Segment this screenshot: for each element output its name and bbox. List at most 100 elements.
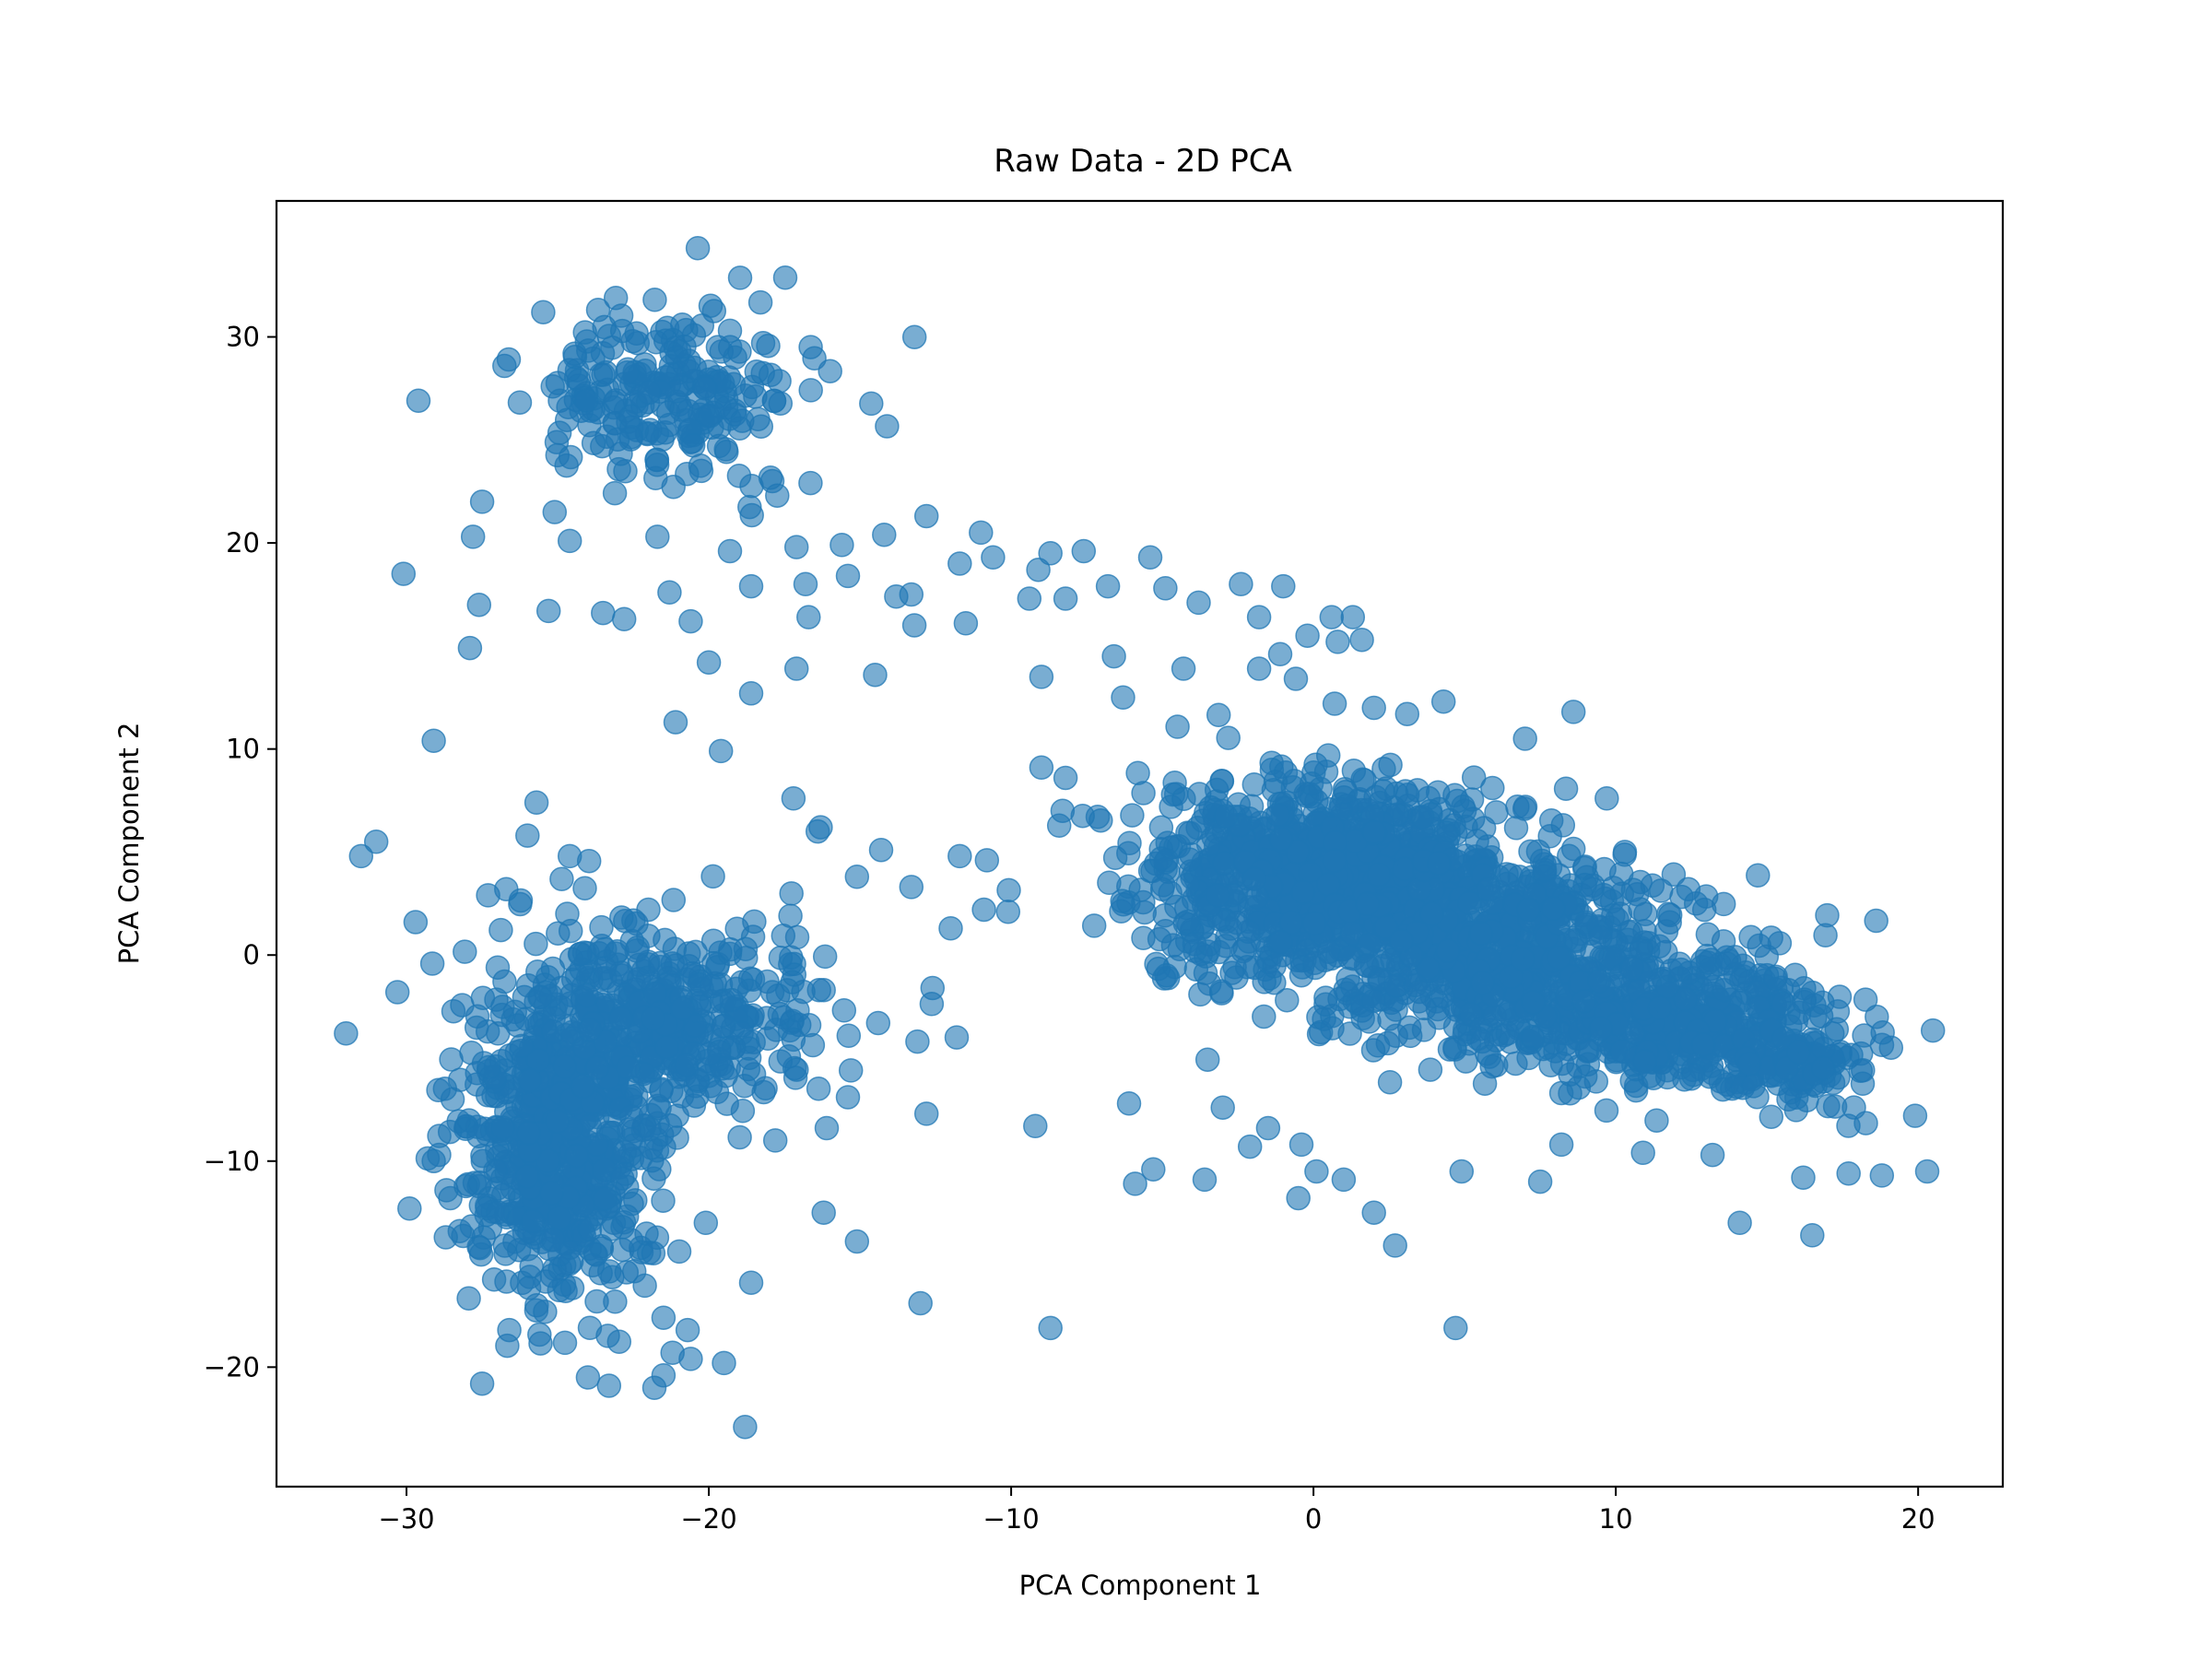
scatter-point bbox=[814, 1115, 840, 1141]
scatter-point bbox=[1746, 863, 1771, 888]
scatter-point bbox=[1560, 700, 1586, 724]
scatter-point bbox=[593, 1186, 618, 1211]
scatter-point bbox=[1273, 759, 1299, 785]
scatter-point bbox=[1038, 541, 1063, 566]
scatter-point bbox=[719, 987, 745, 1013]
scatter-point bbox=[477, 1054, 501, 1080]
scatter-point bbox=[1558, 1062, 1583, 1087]
scatter-point bbox=[524, 790, 549, 816]
scatter-point bbox=[1587, 969, 1612, 994]
scatter-point bbox=[660, 1340, 685, 1365]
scatter-point bbox=[969, 520, 994, 546]
scatter-point bbox=[1154, 963, 1179, 988]
scatter-point bbox=[470, 985, 496, 1010]
x-tick-label: −10 bbox=[982, 1503, 1039, 1535]
scatter-point bbox=[835, 1085, 861, 1110]
scatter-point bbox=[905, 1029, 930, 1054]
scatter-point bbox=[1340, 605, 1366, 629]
scatter-point bbox=[738, 573, 764, 599]
scatter-point bbox=[700, 864, 725, 889]
scatter-point bbox=[616, 1055, 641, 1080]
scatter-point bbox=[1813, 923, 1838, 948]
scatter-point bbox=[485, 955, 511, 980]
scatter-point bbox=[798, 470, 823, 496]
scatter-point bbox=[747, 289, 773, 315]
scatter-point bbox=[1647, 995, 1673, 1020]
scatter-point bbox=[497, 1317, 522, 1343]
scatter-point bbox=[496, 347, 522, 372]
scatter-point bbox=[575, 1365, 601, 1390]
scatter-point bbox=[620, 328, 645, 354]
scatter-point bbox=[1322, 691, 1347, 716]
scatter-point bbox=[901, 324, 927, 349]
scatter-point bbox=[733, 1414, 758, 1440]
scatter-point bbox=[1331, 1167, 1357, 1193]
scatter-point bbox=[663, 710, 688, 735]
scatter-point bbox=[1116, 1090, 1142, 1116]
scatter-point bbox=[608, 1006, 633, 1031]
scatter-point bbox=[793, 571, 818, 597]
scatter-point bbox=[636, 380, 662, 406]
scatter-point bbox=[666, 1239, 692, 1265]
scatter-point bbox=[1800, 1223, 1825, 1248]
scatter-point bbox=[421, 1148, 446, 1174]
scatter-point bbox=[696, 650, 722, 676]
scatter-point bbox=[609, 1237, 635, 1263]
scatter-point bbox=[654, 1035, 679, 1060]
scatter-point bbox=[718, 936, 743, 962]
scatter-point bbox=[872, 522, 897, 547]
scatter-point bbox=[708, 738, 734, 764]
scatter-point bbox=[1550, 813, 1576, 838]
scatter-point bbox=[1512, 794, 1538, 819]
scatter-point bbox=[727, 339, 752, 364]
scatter-point bbox=[1588, 1016, 1614, 1041]
scatter-point bbox=[1673, 986, 1698, 1012]
scatter-point bbox=[1360, 988, 1386, 1014]
scatter-point bbox=[1337, 945, 1362, 971]
scatter-point bbox=[591, 362, 616, 387]
scatter-point bbox=[717, 538, 743, 564]
scatter-point bbox=[1304, 1159, 1329, 1184]
scatter-point bbox=[1186, 590, 1211, 616]
y-axis-label: PCA Component 2 bbox=[113, 723, 145, 965]
scatter-point bbox=[1648, 878, 1674, 903]
scatter-point bbox=[552, 1330, 578, 1356]
scatter-point bbox=[1548, 1132, 1574, 1158]
scatter-point bbox=[1430, 688, 1456, 714]
scatter-point bbox=[1125, 760, 1150, 786]
scatter-point bbox=[1371, 779, 1395, 804]
scatter-point bbox=[641, 1375, 667, 1400]
scatter-point bbox=[899, 582, 924, 607]
scatter-point bbox=[1175, 872, 1200, 898]
scatter-point bbox=[651, 1188, 676, 1213]
scatter-point bbox=[1195, 831, 1221, 857]
scatter-point bbox=[974, 848, 1000, 873]
scatter-point bbox=[1619, 956, 1645, 981]
scatter-point bbox=[1419, 901, 1444, 926]
scatter-point bbox=[1275, 987, 1300, 1013]
scatter-point bbox=[1632, 1049, 1657, 1074]
scatter-point bbox=[1141, 1157, 1166, 1182]
scatter-point bbox=[875, 414, 900, 439]
scatter-point bbox=[1209, 769, 1235, 794]
scatter-point bbox=[1038, 1315, 1063, 1341]
scatter-point bbox=[678, 608, 703, 634]
scatter-point bbox=[739, 374, 765, 400]
scatter-point bbox=[1111, 685, 1135, 711]
scatter-point bbox=[1914, 1159, 1940, 1184]
scatter-point bbox=[535, 598, 561, 624]
scatter-point bbox=[1268, 827, 1294, 852]
scatter-point bbox=[746, 406, 771, 431]
scatter-point bbox=[1110, 888, 1135, 913]
scatter-point bbox=[540, 1228, 566, 1253]
scatter-point bbox=[1541, 896, 1566, 921]
scatter-point bbox=[602, 390, 628, 415]
scatter-point bbox=[784, 1057, 809, 1082]
scatter-point bbox=[577, 1217, 603, 1242]
scatter-point bbox=[1229, 571, 1253, 597]
scatter-point bbox=[1302, 950, 1327, 976]
scatter-point bbox=[1495, 1020, 1520, 1046]
scatter-point bbox=[675, 1317, 700, 1343]
scatter-point bbox=[1295, 623, 1320, 648]
scatter-point bbox=[1366, 862, 1392, 888]
